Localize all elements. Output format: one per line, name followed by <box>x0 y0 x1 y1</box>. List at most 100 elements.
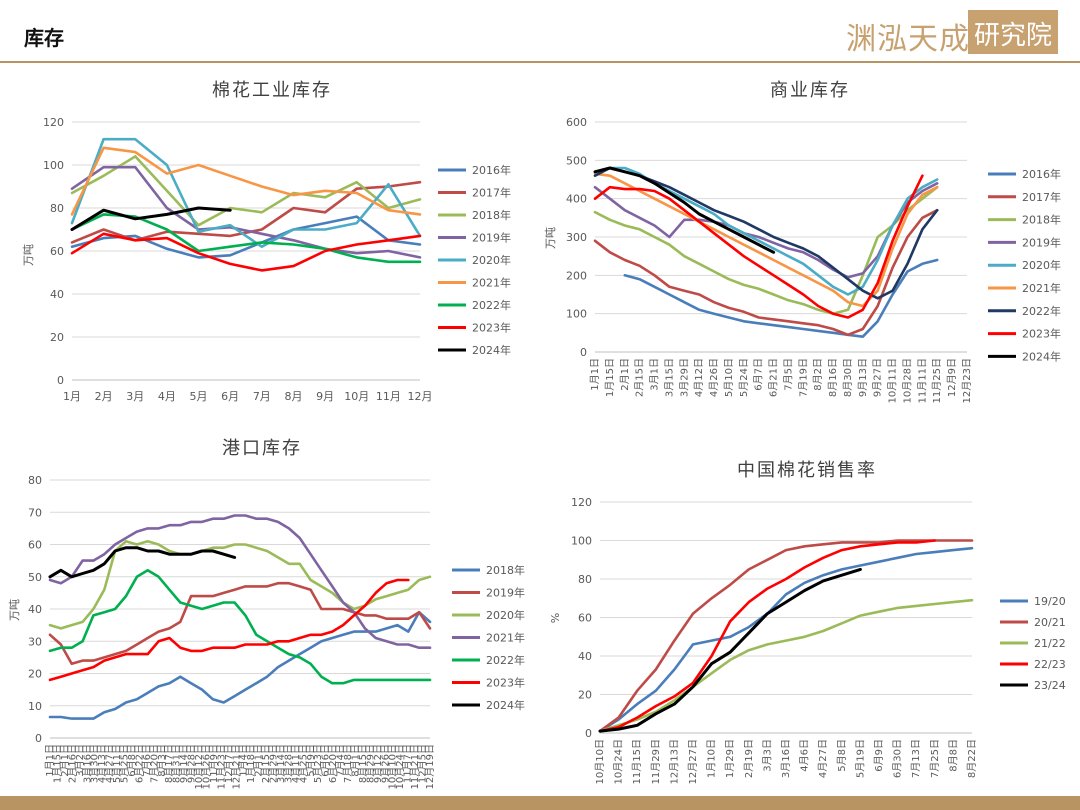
x-tick-label: 6月8日 <box>126 744 138 777</box>
y-tick-label: 500 <box>566 154 587 167</box>
series-line-2023年 <box>70 232 422 272</box>
x-tick-label: 11月29日 <box>650 739 662 784</box>
x-tick-label: 4月12日 <box>693 358 705 397</box>
y-tick-label: 0 <box>580 346 587 359</box>
y-axis-label: 万吨 <box>544 227 557 249</box>
y-tick-label: 10 <box>28 700 42 713</box>
y-tick-label: 60 <box>578 612 592 625</box>
x-tick-label: 8月16日 <box>827 358 839 397</box>
series-line-2019年 <box>70 165 422 259</box>
series-line-2017年 <box>593 208 939 337</box>
legend-label: 2020年 <box>472 253 511 267</box>
x-tick-label: 11月25日 <box>931 358 943 403</box>
x-tick-label: 12月27日 <box>687 739 699 784</box>
legend-label: 2019年 <box>472 231 511 245</box>
y-axis-label: % <box>549 613 562 623</box>
x-tick-label: 10月24日 <box>613 739 625 784</box>
series-line-2021年 <box>593 172 939 308</box>
x-tick-label: 7月18日 <box>342 744 354 783</box>
x-tick-label: 7月25日 <box>929 739 941 778</box>
x-tick-label: 8月30日 <box>842 358 854 397</box>
y-tick-label: 20 <box>28 668 42 681</box>
x-tick-label: 9月14日 <box>178 744 190 783</box>
logo-box-text: 研究院 <box>974 21 1053 51</box>
x-tick-label: 7月13日 <box>910 739 922 778</box>
x-tick-label: 8月29日 <box>364 744 376 783</box>
legend-label: 2017年 <box>1022 190 1061 204</box>
series-line-22/23 <box>598 539 937 733</box>
x-tick-label: 10月12日 <box>193 744 205 789</box>
x-tick-label: 8月15日 <box>357 744 369 783</box>
x-tick-label: 12月23日 <box>961 358 973 403</box>
x-tick-label: 6月7日 <box>753 358 765 391</box>
x-tick-label: 4月6日 <box>799 739 811 772</box>
x-tick-label: 11月23日 <box>215 744 227 789</box>
legend-label: 2018年 <box>486 563 525 577</box>
x-tick-label: 1月1日 <box>589 358 601 391</box>
x-tick-label: 3月29日 <box>678 358 690 397</box>
x-tick-label: 1月1日 <box>44 744 56 777</box>
x-tick-label: 11月11日 <box>916 358 928 403</box>
x-tick-label: 8月31日 <box>171 744 183 783</box>
x-tick-label: 4月26日 <box>708 358 720 397</box>
x-tick-label: 4月13日 <box>96 744 108 783</box>
y-axis-label: 万吨 <box>8 599 21 621</box>
x-tick-label: 5月11日 <box>111 744 123 783</box>
x-tick-label: 8月17日 <box>163 744 175 783</box>
series-line-23/24 <box>598 567 862 733</box>
series-line-2016年 <box>623 258 939 338</box>
legend-label: 2023年 <box>486 676 525 690</box>
series-line-2022年 <box>48 569 432 685</box>
y-tick-label: 400 <box>566 193 587 206</box>
x-tick-label: 11月 <box>376 390 401 403</box>
legend-label: 2021年 <box>1022 281 1061 295</box>
y-tick-label: 80 <box>28 474 42 487</box>
x-tick-label: 3月15日 <box>663 358 675 397</box>
x-tick-label: 1月29日 <box>724 739 736 778</box>
y-tick-label: 80 <box>578 573 592 586</box>
x-tick-label: 12月13日 <box>668 739 680 784</box>
legend-label: 19/20 <box>1034 595 1066 608</box>
x-tick-label: 3月28日 <box>282 744 294 783</box>
x-tick-label: 7月19日 <box>797 358 809 397</box>
x-tick-label: 1月18日 <box>245 744 257 783</box>
x-tick-label: 6月20日 <box>327 744 339 783</box>
y-tick-label: 70 <box>28 506 42 519</box>
x-tick-label: 4月 <box>158 390 176 403</box>
x-tick-label: 9月28日 <box>186 744 198 783</box>
x-tick-label: 4月27日 <box>817 739 829 778</box>
x-tick-label: 9月13日 <box>857 358 869 397</box>
x-tick-label: 6月6日 <box>320 744 332 777</box>
industrial-inventory-chart: 棉花工业库存 0 20 40 60 80 100 120 万吨 1月 2月 3月 4月 5月 6月 7月 8月 9… <box>22 80 511 403</box>
x-tick-label: 12月9日 <box>946 358 958 397</box>
legend-label: 2016年 <box>472 163 511 177</box>
x-tick-label: 3月30日 <box>89 744 101 783</box>
logo-box: 研究院 <box>968 10 1058 54</box>
cotton-sales-rate-chart: 中国棉花销售率 0 20 40 60 80 100 120% 10月10日 10月24日 11月15… <box>549 460 1066 784</box>
series-line-2023年 <box>48 578 410 682</box>
x-tick-label: 10月26日 <box>200 744 212 789</box>
legend-label: 2024年 <box>1022 349 1061 363</box>
y-tick-label: 40 <box>50 288 64 301</box>
x-tick-label: 12月21日 <box>230 744 242 789</box>
x-tick-label: 2月29日 <box>268 744 280 783</box>
legend-label: 2022年 <box>472 298 511 312</box>
page-title: 库存 <box>24 26 64 50</box>
x-tick-label: 9月 <box>316 390 334 403</box>
x-tick-label: 2月15日 <box>634 358 646 397</box>
legend-label: 2020年 <box>1022 258 1061 272</box>
x-tick-label: 9月27日 <box>872 358 884 397</box>
series-line-19/20 <box>598 546 974 733</box>
x-tick-label: 6月21日 <box>768 358 780 397</box>
x-tick-label: 1月 <box>63 390 81 403</box>
legend-label: 2017年 <box>472 186 511 200</box>
x-tick-label: 9月26日 <box>379 744 391 783</box>
series-line-2024年 <box>70 206 232 231</box>
series-line-2020年 <box>70 137 422 248</box>
x-tick-label: 3月 <box>126 390 144 403</box>
x-tick-label: 7月6日 <box>141 744 153 777</box>
legend-label: 2021年 <box>486 631 525 645</box>
x-tick-label: 7月4日 <box>335 744 347 777</box>
x-tick-label: 5月19日 <box>854 739 866 778</box>
y-tick-label: 200 <box>566 269 587 282</box>
